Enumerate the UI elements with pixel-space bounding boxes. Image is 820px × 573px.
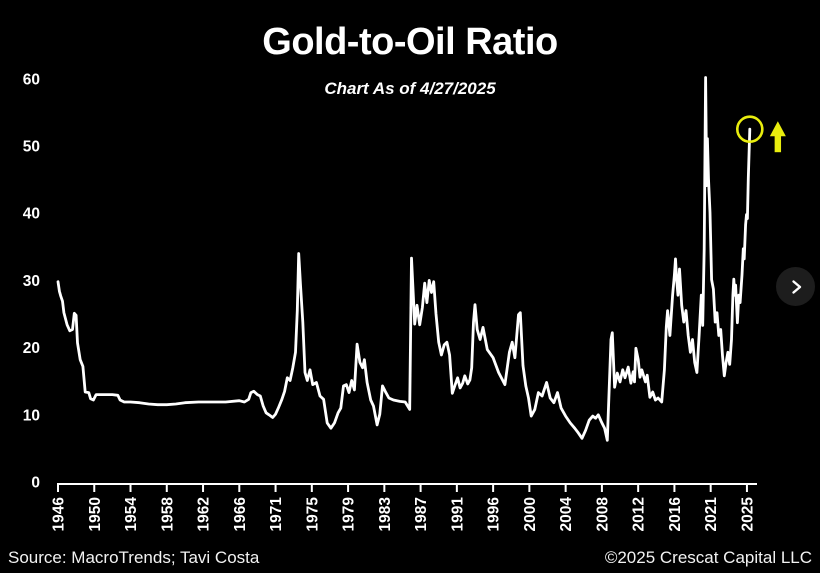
x-tick-label: 2021 — [703, 497, 720, 532]
x-tick-label: 2012 — [631, 497, 648, 531]
x-tick-label: 1971 — [268, 497, 285, 532]
x-tick-label: 1958 — [159, 497, 176, 532]
y-tick-label: 10 — [23, 407, 40, 424]
x-tick-label: 2000 — [522, 497, 539, 531]
ratio-line — [56, 76, 752, 442]
x-tick-label: 1979 — [341, 497, 358, 532]
copyright-notice: ©2025 Crescat Capital LLC — [604, 548, 812, 567]
x-tick-label: 2016 — [667, 497, 684, 532]
x-tick-label: 1991 — [449, 497, 466, 532]
x-tick-label: 1962 — [196, 497, 213, 531]
x-tick-label: 2008 — [594, 497, 611, 532]
x-tick-label: 1966 — [232, 497, 249, 532]
up-arrow-head-icon — [769, 121, 786, 137]
y-tick-label: 40 — [23, 206, 40, 223]
x-tick-label: 1975 — [304, 497, 321, 532]
x-tick-label: 1987 — [413, 497, 430, 531]
carousel-next-button[interactable] — [776, 267, 815, 306]
chart-title: Gold-to-Oil Ratio — [262, 21, 558, 63]
highlight-circle — [735, 115, 764, 143]
x-tick-label: 1983 — [377, 497, 394, 532]
y-tick-label: 0 — [31, 475, 40, 492]
chevron-right-icon — [791, 279, 801, 294]
up-arrow-shaft-icon — [774, 135, 782, 153]
x-tick-label: 2025 — [739, 497, 756, 532]
x-tick-label: 2004 — [558, 497, 575, 532]
x-tick-label: 1950 — [87, 497, 104, 531]
x-tick-label: 1954 — [123, 497, 140, 532]
chart-subtitle: Chart As of 4/27/2025 — [324, 79, 496, 98]
x-tick-label: 1996 — [486, 497, 503, 532]
y-tick-label: 60 — [23, 71, 40, 88]
y-tick-label: 30 — [23, 273, 40, 290]
source-credit: Source: MacroTrends; Tavi Costa — [8, 548, 260, 567]
x-tick-label: 1946 — [51, 497, 68, 532]
y-tick-label: 20 — [23, 340, 40, 357]
y-tick-label: 50 — [23, 139, 40, 156]
